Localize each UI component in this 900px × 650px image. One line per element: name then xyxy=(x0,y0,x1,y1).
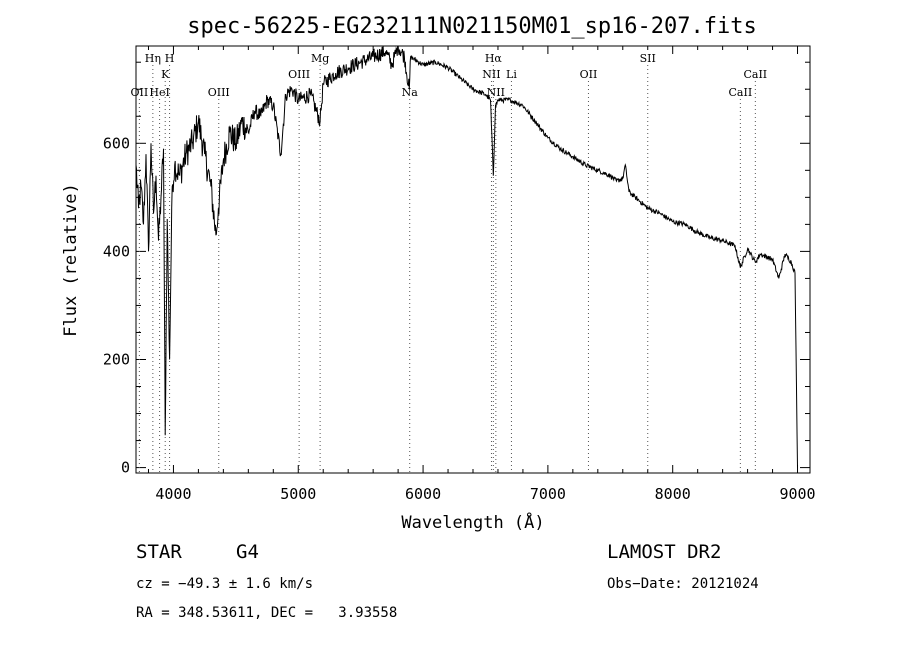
object-class: STAR xyxy=(136,541,182,563)
x-tick-label: 7000 xyxy=(530,485,566,503)
axis-ticks: 4000 5000 6000 7000 8000 9000 0 200 400 600 xyxy=(103,46,816,503)
line-marker-label: CaII xyxy=(729,86,753,99)
plot-frame xyxy=(135,45,811,474)
line-marker-label: Li xyxy=(506,68,517,81)
line-marker-label: H xyxy=(165,52,175,65)
line-marker-label: Na xyxy=(402,86,419,99)
x-tick-label: 6000 xyxy=(405,485,441,503)
sky-coordinates: RA = 348.53611, DEC = 3.93558 xyxy=(136,605,398,621)
spectrum-line xyxy=(135,45,798,468)
line-marker-label: OII xyxy=(131,86,149,99)
x-tick-label: 9000 xyxy=(779,485,815,503)
line-marker-label: CaII xyxy=(743,68,767,81)
observation-date: Obs−Date: 20121024 xyxy=(607,576,759,592)
line-marker-label: K xyxy=(161,68,170,81)
x-tick-label: 4000 xyxy=(155,485,191,503)
line-marker-label: Hα xyxy=(485,52,503,65)
chart-title: spec-56225-EG232111N021150M01_sp16-207.f… xyxy=(187,14,757,39)
y-tick-label: 0 xyxy=(121,459,130,477)
line-marker-label: OII xyxy=(580,68,598,81)
x-tick-label: 5000 xyxy=(280,485,316,503)
y-tick-label: 200 xyxy=(103,350,130,368)
line-marker-label: OIII xyxy=(288,68,310,81)
x-axis-label: Wavelength (Å) xyxy=(401,511,544,533)
line-marker-label: SII xyxy=(640,52,656,65)
line-marker-label: NII xyxy=(487,86,505,99)
survey-name: LAMOST DR2 xyxy=(607,541,722,563)
y-tick-label: 400 xyxy=(103,242,130,260)
x-tick-label: 8000 xyxy=(655,485,691,503)
line-marker-label: OIII xyxy=(208,86,230,99)
line-marker-label: NII xyxy=(482,68,500,81)
y-tick-label: 600 xyxy=(103,134,130,152)
object-subclass: G4 xyxy=(236,541,259,563)
y-axis-label: Flux (relative) xyxy=(61,183,81,337)
line-marker-label: Mg xyxy=(311,52,329,65)
line-marker-label: HeI xyxy=(149,86,169,99)
line-marker-label: Hη xyxy=(145,52,161,65)
redshift-cz: cz = −49.3 ± 1.6 km/s xyxy=(136,576,314,592)
